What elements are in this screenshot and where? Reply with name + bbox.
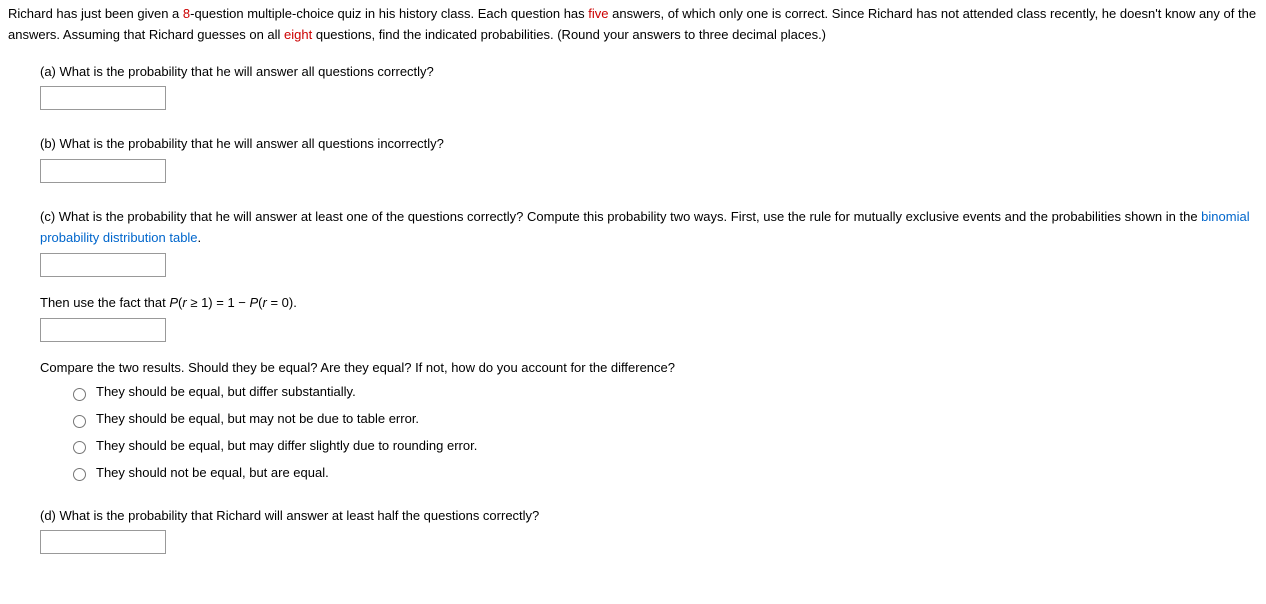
part-c-label: (c) What is the probability that he will… <box>40 207 1258 249</box>
part-b-input[interactable] <box>40 159 166 183</box>
option-1-label: They should be equal, but differ substan… <box>96 382 356 403</box>
option-4-label: They should not be equal, but are equal. <box>96 463 329 484</box>
part-c-text-1: (c) What is the probability that he will… <box>40 209 1201 224</box>
part-c-text-2: . <box>198 230 202 245</box>
option-4: They should not be equal, but are equal. <box>68 463 1258 484</box>
radio-option-2[interactable] <box>73 415 86 428</box>
compare-options: They should be equal, but differ substan… <box>68 382 1258 483</box>
sub2-text-1: Then use the fact that <box>40 295 169 310</box>
radio-option-4[interactable] <box>73 468 86 481</box>
part-c: (c) What is the probability that he will… <box>40 207 1258 554</box>
compare-text: Compare the two results. Should they be … <box>40 358 1258 379</box>
option-2: They should be equal, but may not be due… <box>68 409 1258 430</box>
part-a-input[interactable] <box>40 86 166 110</box>
option-3-label: They should be equal, but may differ sli… <box>96 436 477 457</box>
intro-text-2: -question multiple-choice quiz in his hi… <box>190 6 588 21</box>
option-2-label: They should be equal, but may not be due… <box>96 409 419 430</box>
formula-p2: P <box>250 295 259 310</box>
formula-p1: P <box>169 295 178 310</box>
intro-text-4: questions, find the indicated probabilit… <box>312 27 826 42</box>
radio-option-3[interactable] <box>73 441 86 454</box>
part-c-input-1[interactable] <box>40 253 166 277</box>
part-d-input[interactable] <box>40 530 166 554</box>
radio-option-1[interactable] <box>73 388 86 401</box>
formula-end: = 0). <box>267 295 297 310</box>
option-1: They should be equal, but differ substan… <box>68 382 1258 403</box>
formula-mid: ≥ 1) = 1 − <box>187 295 250 310</box>
problem-intro: Richard has just been given a 8-question… <box>8 4 1258 46</box>
part-a: (a) What is the probability that he will… <box>40 62 1258 111</box>
part-b-label: (b) What is the probability that he will… <box>40 134 1258 155</box>
intro-text-1: Richard has just been given a <box>8 6 183 21</box>
num-answers: five <box>588 6 608 21</box>
part-c-sub2: Then use the fact that P(r ≥ 1) = 1 − P(… <box>40 293 1258 314</box>
part-a-label: (a) What is the probability that he will… <box>40 62 1258 83</box>
part-b: (b) What is the probability that he will… <box>40 134 1258 183</box>
part-c-input-2[interactable] <box>40 318 166 342</box>
option-3: They should be equal, but may differ sli… <box>68 436 1258 457</box>
num-guess: eight <box>284 27 312 42</box>
part-d-label: (d) What is the probability that Richard… <box>40 506 1258 527</box>
